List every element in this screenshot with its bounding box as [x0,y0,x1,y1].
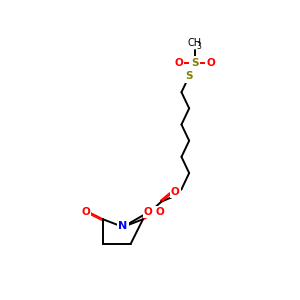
Text: O: O [82,207,90,217]
Text: O: O [155,207,164,217]
Text: O: O [171,187,180,197]
Text: CH: CH [188,38,202,48]
Text: S: S [191,58,198,68]
Text: O: O [174,58,183,68]
Text: O: O [206,58,215,68]
Text: 3: 3 [197,42,202,51]
Text: S: S [185,71,193,81]
Text: O: O [144,207,153,217]
Text: N: N [118,221,128,231]
